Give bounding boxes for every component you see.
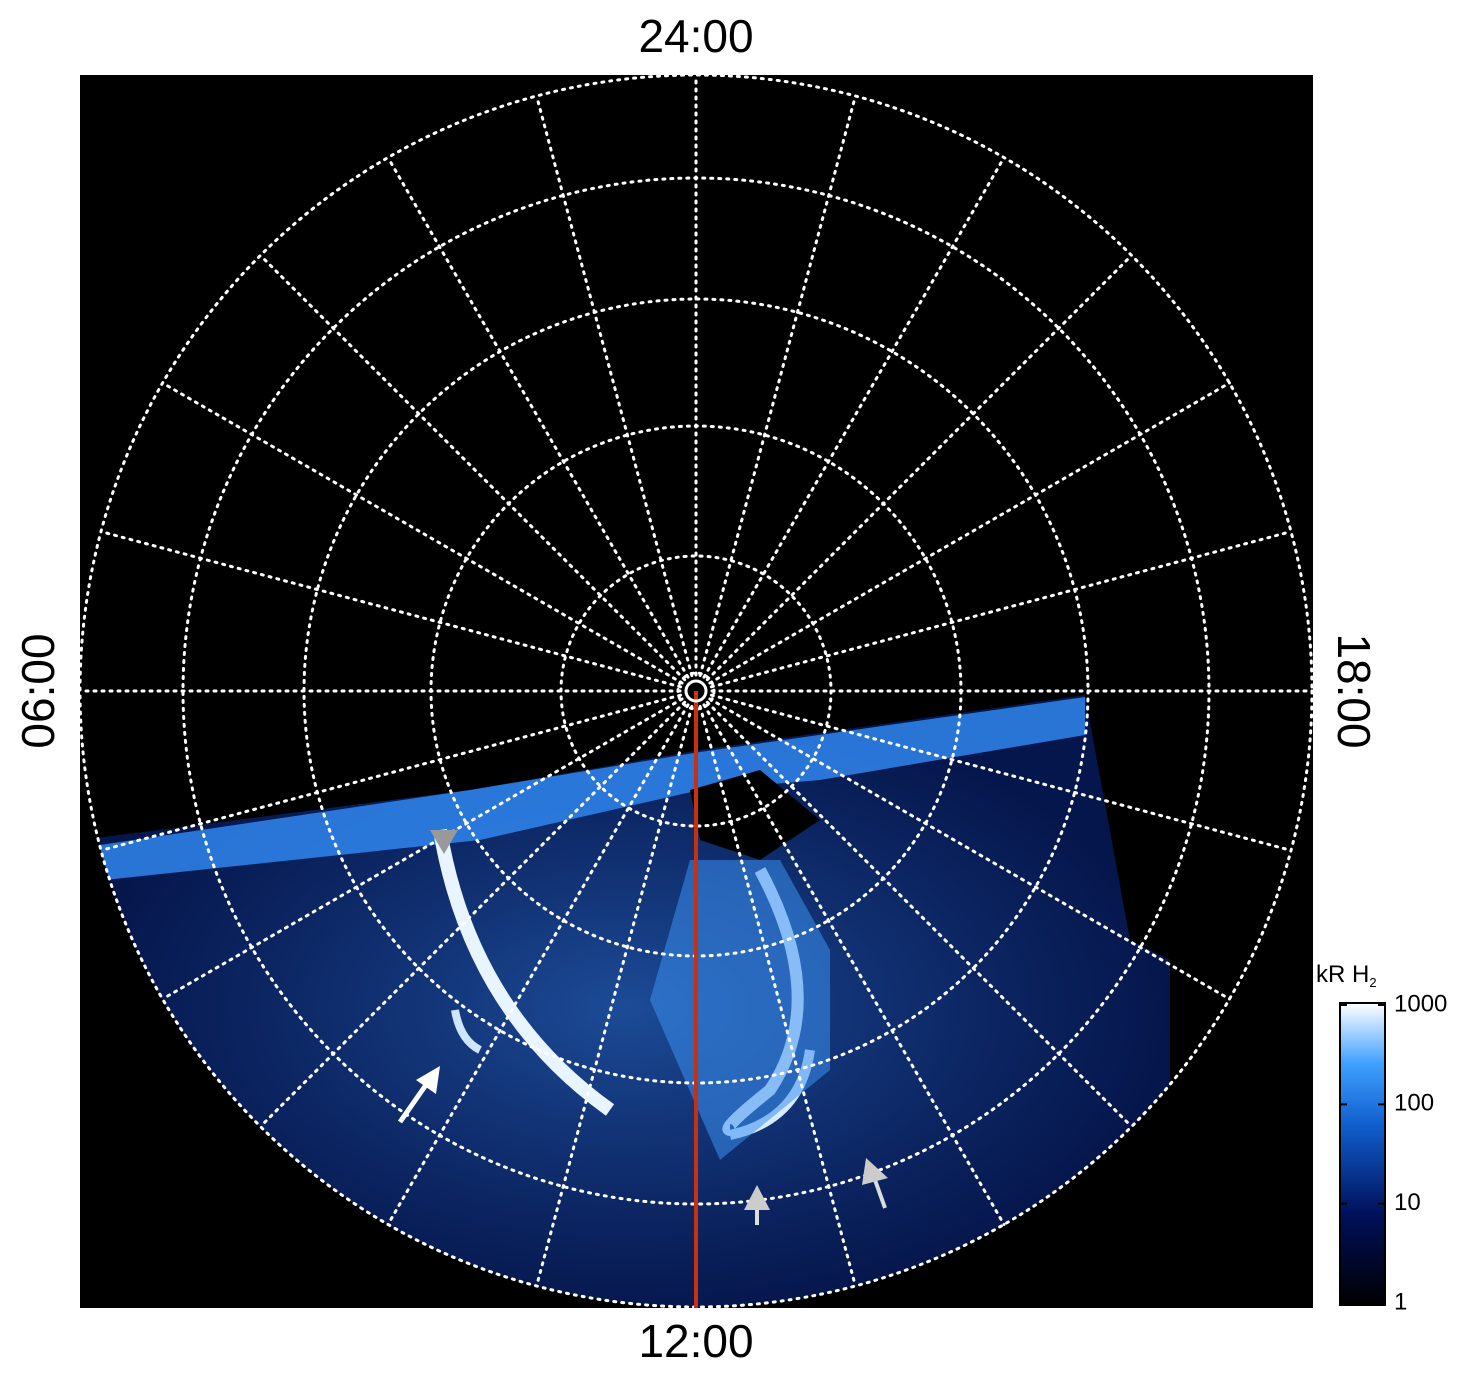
colorbar-title-subscript: 2 (1369, 975, 1376, 990)
colorbar-tick-label: 1 (1394, 1288, 1407, 1315)
hour-label: 06:00 (12, 633, 64, 748)
pole-marker (684, 679, 708, 703)
colorbar-tick-label: 1000 (1394, 990, 1447, 1017)
hour-label: 18:00 (1328, 633, 1380, 748)
hour-label: 12:00 (638, 1315, 753, 1367)
hour-label: 24:00 (638, 10, 753, 62)
arrows (397, 830, 888, 1225)
colorbar (1339, 1002, 1386, 1306)
colorbar-tick-label: 100 (1394, 1090, 1434, 1117)
colorbar-title: kR H2 (1316, 961, 1377, 990)
colorbar-tick-label: 10 (1394, 1189, 1421, 1216)
colorbar-title-text: kR H (1316, 961, 1369, 988)
grid-circle (676, 671, 716, 711)
